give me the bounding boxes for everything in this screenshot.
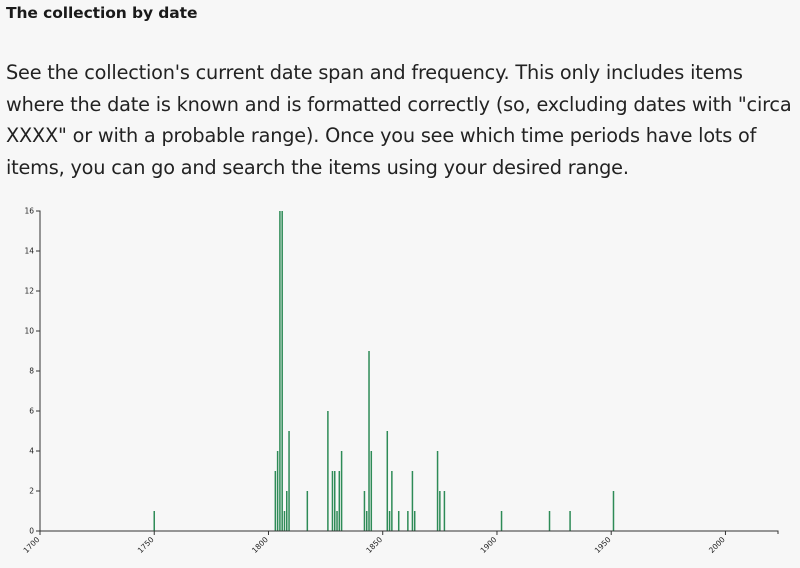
bar-1857 — [397, 511, 400, 531]
bar-1809 — [288, 431, 290, 531]
bar-1826 — [327, 411, 329, 531]
bar-1832 — [340, 451, 343, 531]
date-frequency-chart: 0 2 4 6 8 10 12 14 16 1700 1750 1800 1850 1900 1950 20… — [0, 195, 800, 564]
bar-1803 — [274, 471, 277, 531]
x-tick-label-2000: 2000 — [707, 535, 727, 555]
y-tick-label-0: 0 — [29, 527, 34, 536]
x-tick-label-1750: 1750 — [136, 535, 156, 555]
bar-1852 — [386, 431, 389, 531]
bar-1831 — [338, 471, 341, 531]
x-tick-label-1800: 1800 — [250, 535, 270, 555]
y-tick-label-14: 14 — [24, 247, 34, 256]
bar-1830 — [336, 511, 338, 531]
bar-1874 — [436, 451, 439, 531]
x-axis: 1700 1750 1800 1850 1900 1950 2000 — [22, 530, 779, 555]
bar-1861 — [407, 511, 409, 531]
bar-1843 — [365, 511, 368, 531]
bar-1923 — [548, 511, 551, 531]
bar-1805 — [279, 211, 281, 531]
bar-1829 — [333, 471, 336, 531]
bar-1808 — [286, 491, 288, 531]
bar-1877 — [443, 491, 446, 531]
bar-1875 — [439, 491, 441, 531]
x-axis-line — [39, 530, 779, 534]
x-tick-label-1850: 1850 — [364, 535, 384, 555]
bar-1854 — [391, 471, 393, 531]
bar-1806 — [281, 211, 283, 531]
x-tick-label-1900: 1900 — [479, 535, 499, 555]
bar-1750 — [153, 511, 155, 531]
section-description: See the collection's current date span a… — [6, 61, 792, 179]
bar-1844 — [368, 351, 370, 531]
y-tick-label-10: 10 — [24, 327, 34, 336]
section-title: The collection by date — [6, 4, 198, 22]
y-tick-label-2: 2 — [29, 487, 34, 496]
y-tick-label-16: 16 — [24, 207, 34, 216]
bars-group — [153, 211, 615, 531]
y-axis: 0 2 4 6 8 10 12 14 16 — [24, 207, 41, 536]
bar-1807 — [283, 511, 286, 531]
x-tick-label-1950: 1950 — [593, 535, 613, 555]
bar-1845 — [370, 451, 373, 531]
y-tick-label-12: 12 — [24, 287, 34, 296]
y-tick-label-4: 4 — [29, 447, 34, 456]
bar-1842 — [363, 491, 366, 531]
y-tick-label-8: 8 — [29, 367, 34, 376]
bar-1902 — [500, 511, 503, 531]
date-frequency-chart-svg: 0 2 4 6 8 10 12 14 16 1700 1750 1800 1850 1900 1950 20… — [22, 207, 779, 555]
bar-1828 — [331, 471, 334, 531]
x-tick-label-1700: 1700 — [22, 535, 42, 555]
bar-1951 — [612, 491, 615, 531]
bar-1863 — [411, 471, 414, 531]
bar-1817 — [306, 491, 309, 531]
bar-1853 — [388, 511, 391, 531]
bar-1864 — [413, 511, 416, 531]
bar-1804 — [276, 451, 279, 531]
bar-1932 — [569, 511, 571, 531]
y-tick-label-6: 6 — [29, 407, 34, 416]
